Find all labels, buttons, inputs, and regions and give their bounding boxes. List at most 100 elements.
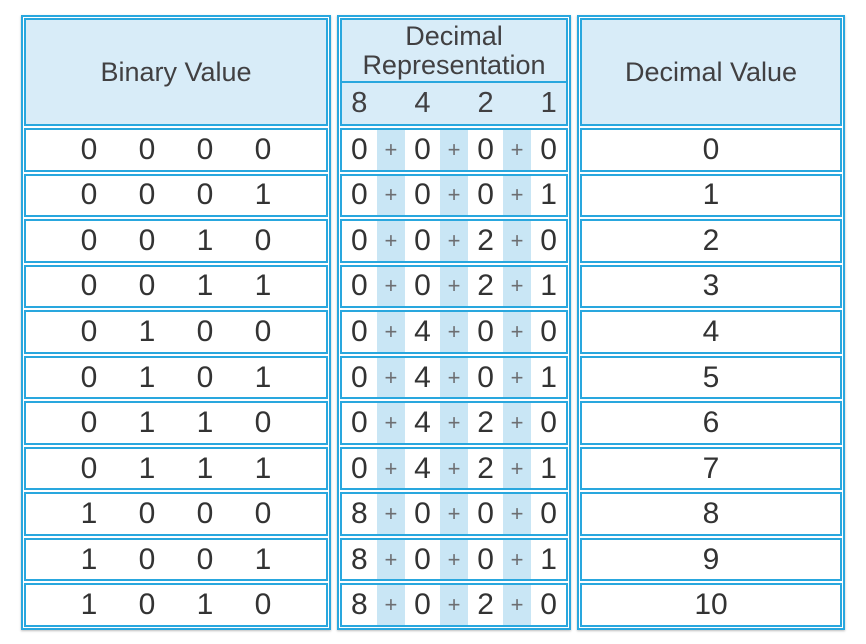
decimal-value-cell: 2 (580, 219, 842, 263)
decimal-value: 6 (702, 406, 720, 440)
term-digit: 0 (477, 360, 494, 394)
decimal-value: 8 (702, 497, 720, 531)
plus-sign: + (376, 448, 406, 489)
bit-digit: 0 (196, 497, 214, 531)
term-digit: 2 (477, 588, 494, 622)
term-digit: 0 (414, 269, 431, 303)
place-value-4: 4 (414, 87, 431, 120)
scale-spacer (440, 83, 468, 124)
term-digit: 4 (414, 406, 431, 440)
bit-digit: 0 (138, 223, 156, 257)
plus-sign: + (439, 403, 469, 443)
term-digit: 0 (540, 588, 557, 622)
plus-sign: + (439, 448, 469, 489)
plus-sign: + (376, 585, 406, 626)
binary-bits-cell: 0 1 0 0 (24, 310, 328, 354)
bit-digit: 1 (138, 451, 156, 485)
term-digit: 0 (350, 360, 368, 394)
plus-sign: + (376, 403, 406, 443)
binary-value-column: Binary Value 0 0 0 0 0 0 0 1 0 0 1 0 0 0… (21, 15, 331, 630)
bit-digit: 1 (254, 178, 272, 212)
plus-sign: + (376, 266, 406, 307)
term-digit: 0 (540, 406, 557, 440)
term-digit: 1 (540, 178, 557, 212)
decimal-rep-cell: 8 + 0 + 0 + 1 (340, 537, 568, 582)
decimal-value-cell: 0 (580, 128, 842, 172)
plus-sign: + (376, 357, 406, 398)
term-digit: 0 (540, 132, 557, 166)
plus-sign: + (376, 221, 406, 261)
term-digit: 8 (350, 542, 368, 576)
term-digit: 0 (414, 588, 431, 622)
bit-digit: 1 (196, 451, 214, 485)
bit-digit: 0 (138, 178, 156, 212)
binary-bits-cell: 0 0 0 1 (24, 173, 328, 218)
plus-sign: + (502, 403, 532, 443)
plus-sign: + (439, 585, 469, 626)
term-digit: 0 (350, 269, 368, 303)
bit-digit: 1 (138, 314, 156, 348)
bit-digit: 0 (254, 223, 272, 257)
bit-digit: 1 (80, 542, 98, 576)
term-digit: 4 (414, 360, 431, 394)
bit-digit: 1 (196, 406, 214, 440)
term-digit: 1 (540, 360, 557, 394)
bit-digit: 0 (138, 132, 156, 166)
decimal-rep-cell: 8 + 0 + 0 + 0 (340, 492, 568, 536)
bit-digit: 0 (196, 360, 214, 394)
plus-sign: + (439, 266, 469, 307)
bit-digit: 1 (80, 588, 98, 622)
bit-digit: 0 (80, 178, 98, 212)
term-digit: 2 (477, 406, 494, 440)
decimal-rep-cell: 0 + 0 + 2 + 1 (340, 264, 568, 309)
decimal-value: 0 (702, 132, 720, 166)
bit-digit: 0 (80, 451, 98, 485)
bit-digit: 0 (254, 314, 272, 348)
binary-value-header: Binary Value (24, 18, 328, 126)
term-digit: 0 (540, 314, 557, 348)
decimal-value-header: Decimal Value (580, 18, 842, 126)
decimal-value-column: Decimal Value 0 1 2 3 4 5 6 7 8 9 10 (577, 15, 845, 630)
decimal-rep-cell: 0 + 0 + 2 + 0 (340, 219, 568, 263)
binary-bits-cell: 0 1 1 0 (24, 401, 328, 445)
term-digit: 4 (414, 451, 431, 485)
decimal-rep-cell: 0 + 4 + 2 + 1 (340, 446, 568, 491)
term-digit: 0 (414, 178, 431, 212)
term-digit: 0 (477, 314, 494, 348)
plus-sign: + (439, 357, 469, 398)
plus-sign: + (376, 130, 406, 170)
plus-sign: + (376, 175, 406, 216)
bit-digit: 1 (138, 360, 156, 394)
decimal-value-cell: 9 (580, 537, 842, 582)
decimal-value-cell: 3 (580, 264, 842, 309)
plus-sign: + (439, 221, 469, 261)
bit-digit: 1 (254, 542, 272, 576)
term-digit: 1 (540, 542, 557, 576)
term-digit: 0 (350, 223, 368, 257)
binary-bits-cell: 0 0 0 0 (24, 128, 328, 172)
binary-bits-cell: 1 0 0 1 (24, 537, 328, 582)
decimal-value: 2 (702, 223, 720, 257)
term-digit: 0 (477, 542, 494, 576)
term-digit: 2 (477, 451, 494, 485)
term-digit: 8 (350, 588, 368, 622)
bit-digit: 0 (254, 497, 272, 531)
place-value-8: 8 (351, 87, 368, 120)
decimal-value: 9 (702, 542, 720, 576)
term-digit: 0 (540, 223, 557, 257)
decimal-rep-cell: 0 + 4 + 0 + 0 (340, 310, 568, 354)
decimal-rep-cell: 0 + 0 + 0 + 0 (340, 128, 568, 172)
binary-bits-cell: 0 1 0 1 (24, 355, 328, 400)
term-digit: 8 (350, 497, 368, 531)
plus-sign: + (502, 221, 532, 261)
decimal-rep-cell: 0 + 4 + 2 + 0 (340, 401, 568, 445)
plus-sign: + (376, 539, 406, 580)
plus-sign: + (439, 175, 469, 216)
bit-digit: 0 (80, 406, 98, 440)
plus-sign: + (502, 130, 532, 170)
term-digit: 0 (350, 451, 368, 485)
decimal-rep-title-label: Decimal Representation (362, 21, 546, 80)
term-digit: 0 (350, 178, 368, 212)
bit-digit: 0 (196, 132, 214, 166)
binary-bits-cell: 1 0 1 0 (24, 583, 328, 628)
